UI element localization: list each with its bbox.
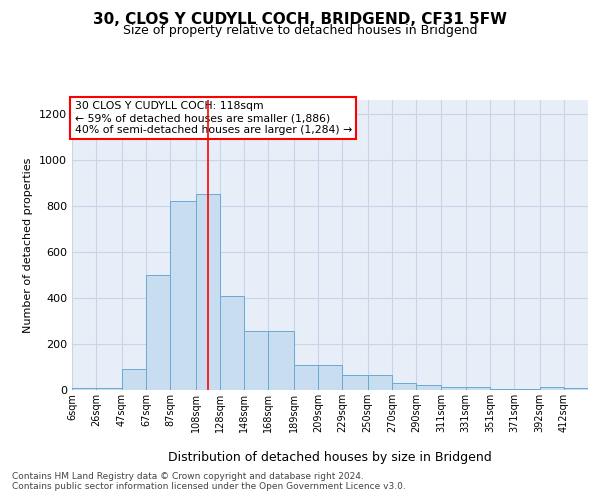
Bar xyxy=(122,370,146,390)
Bar xyxy=(514,389,539,390)
Bar xyxy=(72,388,96,390)
Bar xyxy=(293,364,318,390)
Bar xyxy=(564,388,588,390)
Text: 30, CLOS Y CUDYLL COCH, BRIDGEND, CF31 5FW: 30, CLOS Y CUDYLL COCH, BRIDGEND, CF31 5… xyxy=(93,12,507,28)
Bar xyxy=(416,386,442,390)
Y-axis label: Number of detached properties: Number of detached properties xyxy=(23,158,34,332)
Bar xyxy=(368,375,392,390)
Bar xyxy=(539,386,564,390)
Text: Contains HM Land Registry data © Crown copyright and database right 2024.: Contains HM Land Registry data © Crown c… xyxy=(12,472,364,481)
Bar xyxy=(244,332,268,390)
Bar xyxy=(490,389,514,390)
Text: Distribution of detached houses by size in Bridgend: Distribution of detached houses by size … xyxy=(168,451,492,464)
Bar xyxy=(318,364,342,390)
Bar xyxy=(268,332,293,390)
Text: Contains public sector information licensed under the Open Government Licence v3: Contains public sector information licen… xyxy=(12,482,406,491)
Bar xyxy=(442,386,466,390)
Bar xyxy=(342,375,368,390)
Bar xyxy=(220,296,244,390)
Text: Size of property relative to detached houses in Bridgend: Size of property relative to detached ho… xyxy=(123,24,477,37)
Bar xyxy=(170,202,196,390)
Bar xyxy=(146,275,170,390)
Bar xyxy=(392,383,416,390)
Bar xyxy=(196,194,220,390)
Text: 30 CLOS Y CUDYLL COCH: 118sqm
← 59% of detached houses are smaller (1,886)
40% o: 30 CLOS Y CUDYLL COCH: 118sqm ← 59% of d… xyxy=(74,102,352,134)
Bar xyxy=(96,388,122,390)
Bar xyxy=(466,386,490,390)
